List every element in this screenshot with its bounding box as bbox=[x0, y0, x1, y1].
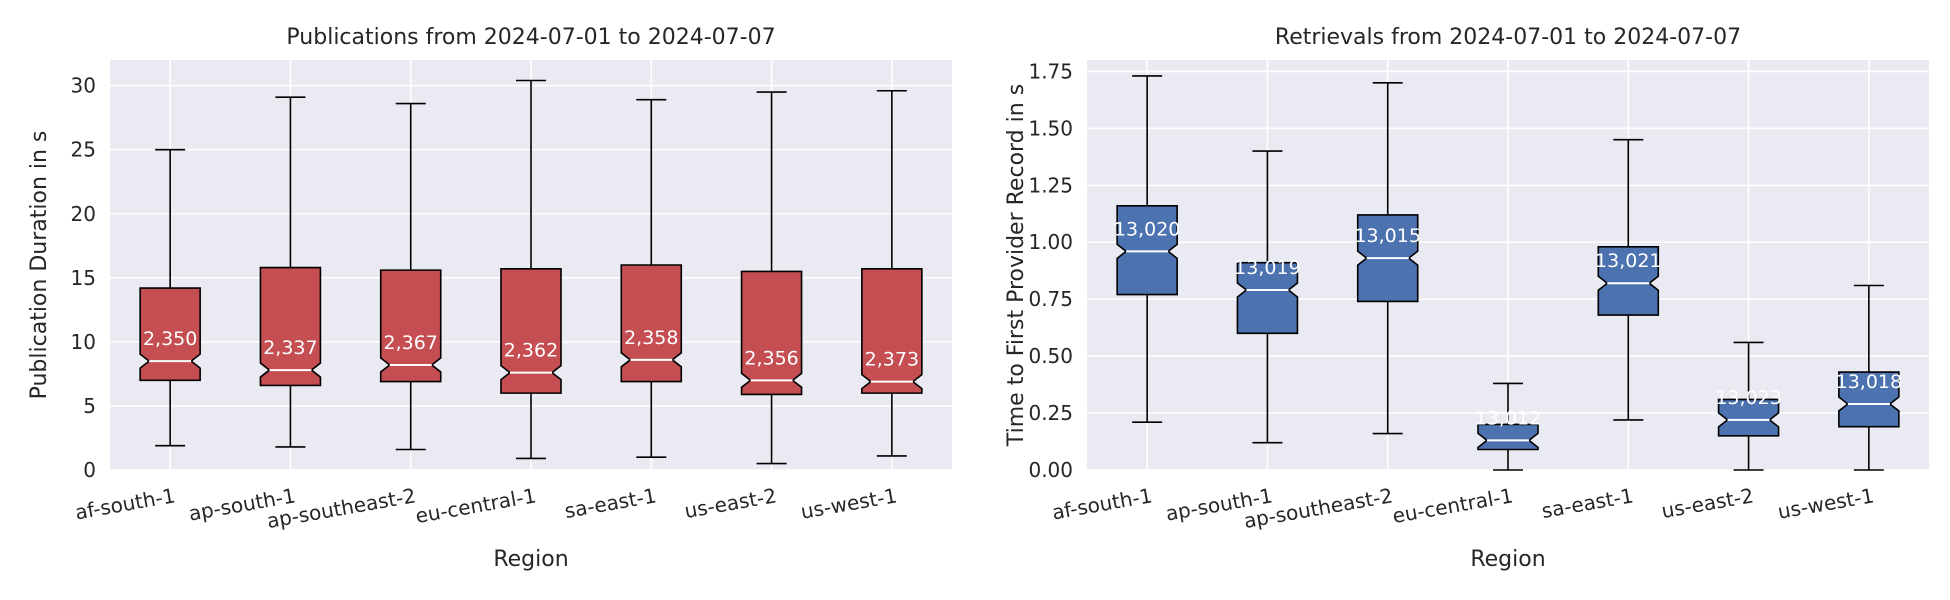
box-us-west-1: 2,373 bbox=[861, 89, 923, 457]
box-body bbox=[861, 268, 923, 394]
box-sa-east-1: 2,358 bbox=[620, 98, 683, 458]
y-tick-label: 15 bbox=[71, 266, 96, 290]
y-tick-label: 25 bbox=[71, 138, 96, 162]
box-us-west-1: 13,018 bbox=[1836, 284, 1902, 471]
y-tick-label: 0.50 bbox=[1028, 344, 1073, 368]
count-label: 13,018 bbox=[1836, 371, 1902, 393]
x-tick-label: af-south-1 bbox=[1050, 483, 1154, 524]
count-label: 2,358 bbox=[624, 327, 678, 349]
box-body bbox=[1597, 245, 1660, 316]
count-label: 13,023 bbox=[1715, 387, 1781, 409]
y-tick-label: 5 bbox=[83, 394, 96, 418]
box-body bbox=[1838, 371, 1900, 428]
count-label: 13,012 bbox=[1475, 407, 1541, 429]
count-label: 2,362 bbox=[504, 340, 558, 362]
box-ap-south-1: 2,337 bbox=[259, 96, 322, 448]
box-body bbox=[379, 269, 442, 383]
y-tick-label: 1.25 bbox=[1028, 173, 1073, 197]
publications-chart: 2,350 2,337 2,367 2,362 2,358 2,356 2,373 0 5 10… bbox=[27, 25, 952, 572]
x-tick-label: eu-central-1 bbox=[1391, 483, 1515, 528]
y-tick-label: 20 bbox=[71, 202, 96, 226]
count-label: 13,019 bbox=[1234, 257, 1300, 279]
retrievals-chart: 13,020 13,019 13,015 13,012 13,021 13,023 13,0… bbox=[1004, 25, 1929, 572]
y-tick-label: 10 bbox=[71, 330, 96, 354]
box-body bbox=[620, 264, 683, 383]
count-label: 2,350 bbox=[143, 328, 197, 350]
box-af-south-1: 13,020 bbox=[1114, 75, 1180, 423]
box-eu-central-1: 13,012 bbox=[1475, 382, 1541, 471]
y-axis-label: Publication Duration in s bbox=[27, 131, 52, 400]
y-tick-label: 0.75 bbox=[1028, 287, 1073, 311]
x-axis-label: Region bbox=[493, 547, 568, 572]
box-ap-southeast-2: 13,015 bbox=[1354, 81, 1421, 435]
box-body bbox=[1116, 204, 1178, 296]
box-ap-south-1: 13,019 bbox=[1234, 150, 1301, 444]
x-tick-labels: af-south-1 ap-south-1ap-southeast-2eu-cen… bbox=[73, 483, 899, 533]
box-body bbox=[1236, 261, 1299, 335]
y-tick-label: 1.75 bbox=[1028, 59, 1073, 83]
x-tick-labels: af-south-1 ap-south-1ap-southeast-2eu-cen… bbox=[1050, 483, 1876, 533]
chart-title: Retrievals from 2024-07-01 to 2024-07-07 bbox=[1275, 25, 1741, 50]
y-tick-labels: 0 5 10 15 20 25 30 bbox=[71, 74, 96, 482]
x-tick-label: sa-east-1 bbox=[1540, 483, 1635, 523]
box-us-east-2: 13,023 bbox=[1715, 341, 1782, 471]
box-af-south-1: 2,350 bbox=[139, 148, 201, 447]
box-ap-southeast-2: 2,367 bbox=[379, 102, 442, 451]
count-label: 2,337 bbox=[263, 337, 317, 359]
x-tick-label: us-east-2 bbox=[683, 483, 779, 523]
count-label: 2,367 bbox=[384, 332, 438, 354]
count-label: 2,373 bbox=[865, 349, 919, 371]
box-body bbox=[1717, 398, 1780, 437]
box-us-east-2: 2,356 bbox=[740, 91, 803, 465]
y-tick-label: 0 bbox=[83, 458, 96, 482]
box-body bbox=[139, 287, 201, 382]
x-tick-label: us-west-1 bbox=[799, 483, 899, 524]
y-tick-label: 30 bbox=[71, 74, 96, 98]
x-tick-label: us-west-1 bbox=[1776, 483, 1876, 524]
count-label: 13,021 bbox=[1595, 250, 1661, 272]
y-tick-label: 0.00 bbox=[1028, 458, 1073, 482]
box-sa-east-1: 13,021 bbox=[1595, 138, 1662, 421]
x-tick-label: af-south-1 bbox=[73, 483, 177, 524]
count-label: 2,356 bbox=[744, 347, 798, 369]
y-tick-labels: 0.00 0.25 0.50 0.75 1.00 1.25 1.50 1.75 bbox=[1028, 59, 1073, 482]
box-body bbox=[500, 268, 562, 394]
x-tick-label: sa-east-1 bbox=[563, 483, 658, 523]
x-tick-label: eu-central-1 bbox=[414, 483, 538, 528]
y-tick-label: 0.25 bbox=[1028, 401, 1073, 425]
box-body bbox=[740, 270, 803, 396]
x-axis-label: Region bbox=[1470, 547, 1545, 572]
y-axis-label: Time to First Provider Record in s bbox=[1004, 84, 1029, 447]
chart-title: Publications from 2024-07-01 to 2024-07-… bbox=[286, 25, 775, 50]
y-tick-label: 1.00 bbox=[1028, 230, 1073, 254]
box-body bbox=[1477, 423, 1539, 451]
box-eu-central-1: 2,362 bbox=[500, 79, 562, 460]
x-tick-label: us-east-2 bbox=[1660, 483, 1756, 523]
boxes: 2,350 2,337 2,367 2,362 2,358 2,356 2,373 bbox=[139, 79, 923, 465]
count-label: 13,015 bbox=[1354, 225, 1420, 247]
boxes: 13,020 13,019 13,015 13,012 13,021 13,023 13,0… bbox=[1114, 75, 1902, 471]
count-label: 13,020 bbox=[1114, 218, 1180, 240]
y-tick-label: 1.50 bbox=[1028, 116, 1073, 140]
box-body bbox=[259, 266, 322, 387]
